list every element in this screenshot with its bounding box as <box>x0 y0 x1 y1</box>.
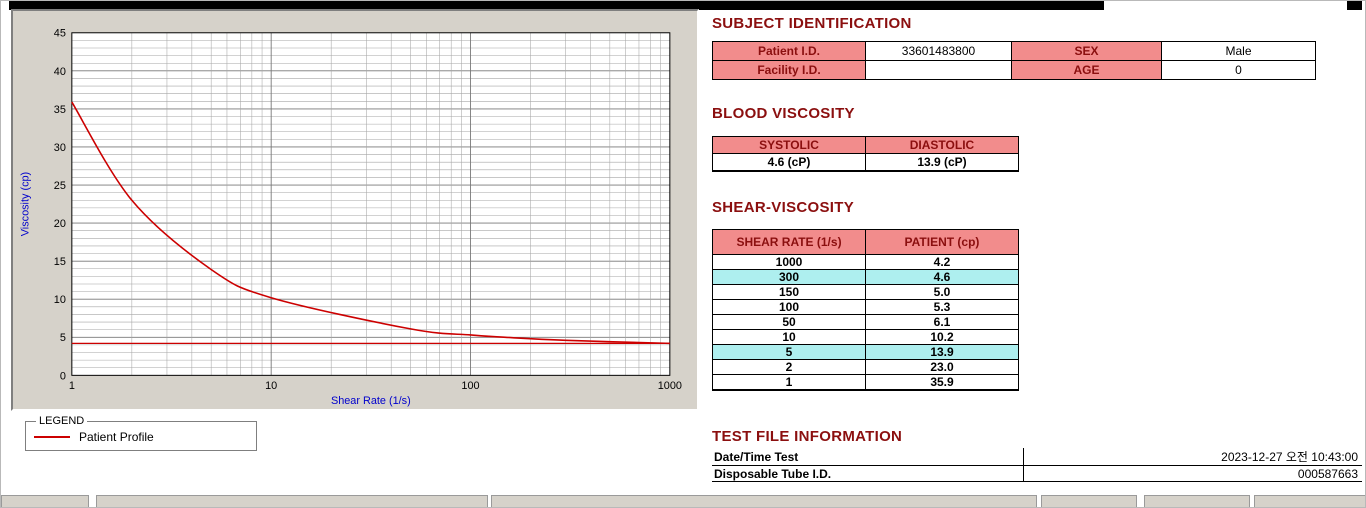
facility-id-label: Facility I.D. <box>712 60 866 80</box>
table-header-row: SYSTOLIC DIASTOLIC <box>712 136 1019 154</box>
test-file-information-title: TEST FILE INFORMATION <box>712 428 903 445</box>
diastolic-value: 13.9 (cP) <box>865 153 1019 172</box>
date-time-test-label: Date/Time Test <box>712 448 1023 466</box>
systolic-header: SYSTOLIC <box>712 136 866 154</box>
patient-id-value: 33601483800 <box>865 41 1012 61</box>
svg-text:5: 5 <box>60 332 66 344</box>
shear-rate-cell: 300 <box>712 269 866 285</box>
shear-viscosity-table: SHEAR RATE (1/s) PATIENT (cp) 1000 4.2 300… <box>712 229 1019 391</box>
shear-viscosity-body: 1000 4.2 300 4.6 150 5.0 100 5.3 50 6.1 10 10.2 5 13.… <box>712 254 1019 391</box>
bottom-panel-fragment[interactable] <box>491 495 1037 507</box>
patient-profile-line-icon <box>34 436 70 438</box>
chart-panel: 0 5 10 15 20 25 30 35 40 45 1 10 100 1000 Shear Rate (… <box>11 9 699 411</box>
shear-rate-cell: 10 <box>712 329 866 345</box>
bottom-panel-fragment[interactable] <box>96 495 488 507</box>
table-row: 100 5.3 <box>712 299 1019 315</box>
table-row: 2 23.0 <box>712 359 1019 375</box>
age-label: AGE <box>1011 60 1162 80</box>
shear-viscosity-title: SHEAR-VISCOSITY <box>712 199 855 216</box>
table-row: 5 13.9 <box>712 344 1019 360</box>
disposable-tube-id-value: 000587663 <box>1022 465 1362 482</box>
table-row: Facility I.D. AGE 0 <box>712 60 1316 80</box>
top-black-bar <box>9 1 1104 10</box>
table-header-row: SHEAR RATE (1/s) PATIENT (cp) <box>712 229 1019 255</box>
shear-rate-header: SHEAR RATE (1/s) <box>712 229 866 255</box>
table-row: 150 5.0 <box>712 284 1019 300</box>
systolic-value: 4.6 (cP) <box>712 153 866 172</box>
table-row: Disposable Tube I.D. 000587663 <box>712 465 1362 482</box>
svg-text:40: 40 <box>54 66 66 78</box>
shear-rate-cell: 1 <box>712 374 866 391</box>
svg-text:Shear Rate (1/s): Shear Rate (1/s) <box>331 395 411 407</box>
svg-text:100: 100 <box>461 380 479 392</box>
diastolic-header: DIASTOLIC <box>865 136 1019 154</box>
bottom-button[interactable] <box>1041 495 1137 507</box>
date-time-test-value: 2023-12-27 오전 10:43:00 <box>1022 448 1362 466</box>
svg-text:20: 20 <box>54 218 66 230</box>
blood-viscosity-table: SYSTOLIC DIASTOLIC 4.6 (cP) 13.9 (cP) <box>712 136 1019 172</box>
patient-cp-cell: 4.2 <box>865 254 1019 270</box>
top-black-mark <box>1347 1 1362 10</box>
bottom-button[interactable] <box>1254 495 1365 507</box>
test-file-table: Date/Time Test 2023-12-27 오전 10:43:00 Di… <box>712 448 1362 482</box>
patient-cp-cell: 23.0 <box>865 359 1019 375</box>
facility-id-value <box>865 60 1012 80</box>
table-row: Date/Time Test 2023-12-27 오전 10:43:00 <box>712 448 1362 466</box>
bottom-button[interactable] <box>1144 495 1250 507</box>
table-row: 1 35.9 <box>712 374 1019 391</box>
patient-cp-cell: 5.3 <box>865 299 1019 315</box>
svg-text:35: 35 <box>54 104 66 116</box>
svg-text:25: 25 <box>54 180 66 192</box>
table-row: 50 6.1 <box>712 314 1019 330</box>
table-row: 1000 4.2 <box>712 254 1019 270</box>
shear-rate-cell: 2 <box>712 359 866 375</box>
legend-box: LEGEND Patient Profile <box>25 415 257 451</box>
shear-rate-cell: 100 <box>712 299 866 315</box>
svg-text:0: 0 <box>60 370 66 382</box>
svg-text:10: 10 <box>265 380 277 392</box>
blood-viscosity-title: BLOOD VISCOSITY <box>712 105 855 122</box>
svg-text:1000: 1000 <box>658 380 682 392</box>
patient-cp-cell: 35.9 <box>865 374 1019 391</box>
patient-cp-header: PATIENT (cp) <box>865 229 1019 255</box>
viscosity-chart: 0 5 10 15 20 25 30 35 40 45 1 10 100 1000 Shear Rate (… <box>19 28 682 407</box>
patient-cp-cell: 5.0 <box>865 284 1019 300</box>
patient-cp-cell: 13.9 <box>865 344 1019 360</box>
patient-cp-cell: 4.6 <box>865 269 1019 285</box>
sex-label: SEX <box>1011 41 1162 61</box>
svg-text:10: 10 <box>54 294 66 306</box>
svg-text:30: 30 <box>54 142 66 154</box>
table-row: Patient I.D. 33601483800 SEX Male <box>712 41 1316 61</box>
sex-value: Male <box>1161 41 1316 61</box>
disposable-tube-id-label: Disposable Tube I.D. <box>712 465 1023 482</box>
svg-text:Viscosity (cp): Viscosity (cp) <box>19 172 31 236</box>
table-row: 300 4.6 <box>712 269 1019 285</box>
legend-series-label: Patient Profile <box>79 430 154 444</box>
subject-identification-title: SUBJECT IDENTIFICATION <box>712 15 912 32</box>
patient-cp-cell: 6.1 <box>865 314 1019 330</box>
bottom-button[interactable] <box>1 495 89 507</box>
table-row: 10 10.2 <box>712 329 1019 345</box>
patient-id-label: Patient I.D. <box>712 41 866 61</box>
shear-rate-cell: 1000 <box>712 254 866 270</box>
shear-rate-cell: 150 <box>712 284 866 300</box>
svg-text:1: 1 <box>69 380 75 392</box>
shear-rate-cell: 5 <box>712 344 866 360</box>
patient-cp-cell: 10.2 <box>865 329 1019 345</box>
legend-title: LEGEND <box>39 415 85 427</box>
legend-entry: Patient Profile <box>34 430 248 444</box>
shear-rate-cell: 50 <box>712 314 866 330</box>
subject-identification-table: Patient I.D. 33601483800 SEX Male Facili… <box>712 41 1316 80</box>
age-value: 0 <box>1161 60 1316 80</box>
svg-text:45: 45 <box>54 28 66 40</box>
table-row: 4.6 (cP) 13.9 (cP) <box>712 153 1019 172</box>
svg-text:15: 15 <box>54 256 66 268</box>
report-panel: SUBJECT IDENTIFICATION Patient I.D. 3360… <box>712 1 1363 507</box>
